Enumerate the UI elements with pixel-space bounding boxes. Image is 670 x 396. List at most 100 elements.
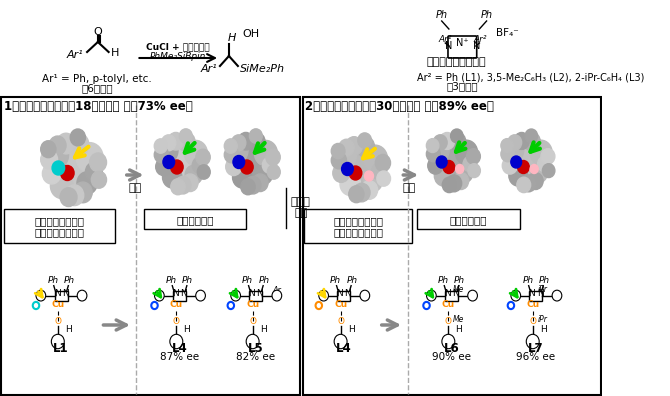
Text: L5: L5 bbox=[248, 342, 264, 355]
Text: N: N bbox=[180, 289, 187, 298]
Circle shape bbox=[528, 173, 543, 190]
Text: L1: L1 bbox=[53, 342, 69, 355]
Circle shape bbox=[52, 161, 64, 175]
Text: 82% ee: 82% ee bbox=[237, 352, 275, 362]
Circle shape bbox=[342, 162, 353, 175]
Circle shape bbox=[360, 290, 370, 301]
Text: Cu: Cu bbox=[442, 300, 455, 309]
Text: SiMe₂Ph: SiMe₂Ph bbox=[240, 64, 285, 74]
Circle shape bbox=[427, 157, 443, 174]
FancyBboxPatch shape bbox=[173, 291, 186, 301]
Circle shape bbox=[319, 290, 328, 301]
FancyBboxPatch shape bbox=[448, 36, 477, 58]
Text: N: N bbox=[54, 289, 60, 298]
Circle shape bbox=[77, 172, 97, 194]
Text: （3種類）: （3種類） bbox=[446, 81, 478, 91]
Text: Ph: Ph bbox=[539, 276, 549, 285]
Text: Ar²: Ar² bbox=[439, 35, 452, 44]
Text: O: O bbox=[54, 316, 62, 326]
Circle shape bbox=[171, 179, 185, 195]
Text: Ph: Ph bbox=[454, 276, 465, 285]
Text: Ph: Ph bbox=[523, 276, 533, 285]
Circle shape bbox=[364, 171, 373, 181]
Circle shape bbox=[514, 146, 542, 176]
Circle shape bbox=[155, 290, 164, 301]
Circle shape bbox=[267, 165, 280, 179]
Circle shape bbox=[511, 156, 522, 168]
Circle shape bbox=[154, 139, 168, 153]
Circle shape bbox=[530, 140, 552, 165]
Text: 設計: 設計 bbox=[128, 183, 141, 193]
Circle shape bbox=[248, 132, 265, 152]
FancyBboxPatch shape bbox=[54, 291, 68, 301]
Circle shape bbox=[468, 164, 480, 177]
Circle shape bbox=[233, 156, 245, 169]
Circle shape bbox=[86, 162, 103, 181]
Text: L6: L6 bbox=[444, 342, 460, 355]
Circle shape bbox=[514, 133, 529, 149]
Text: Cu: Cu bbox=[170, 300, 183, 309]
Circle shape bbox=[57, 149, 90, 187]
Circle shape bbox=[456, 164, 473, 183]
Text: N: N bbox=[249, 289, 255, 298]
Text: Cu: Cu bbox=[526, 300, 539, 309]
Circle shape bbox=[456, 164, 464, 173]
FancyBboxPatch shape bbox=[249, 291, 263, 301]
Text: （訓練データ内）: （訓練データ内） bbox=[34, 227, 84, 237]
Circle shape bbox=[331, 152, 346, 169]
Circle shape bbox=[363, 145, 387, 172]
Circle shape bbox=[255, 141, 277, 166]
Circle shape bbox=[346, 151, 376, 185]
Circle shape bbox=[185, 165, 202, 185]
Circle shape bbox=[503, 139, 524, 162]
Text: N: N bbox=[445, 41, 452, 51]
Text: H: H bbox=[348, 325, 354, 333]
Circle shape bbox=[501, 147, 515, 162]
Circle shape bbox=[49, 136, 66, 155]
Circle shape bbox=[196, 290, 206, 301]
Text: Ph: Ph bbox=[64, 276, 74, 285]
FancyBboxPatch shape bbox=[337, 291, 350, 301]
Circle shape bbox=[426, 147, 440, 162]
Circle shape bbox=[331, 143, 345, 159]
Circle shape bbox=[245, 176, 261, 194]
Text: OH: OH bbox=[243, 29, 259, 39]
Circle shape bbox=[178, 132, 195, 152]
Circle shape bbox=[456, 140, 478, 165]
Circle shape bbox=[442, 334, 455, 349]
Circle shape bbox=[440, 146, 467, 176]
Text: N: N bbox=[529, 289, 535, 298]
Text: BF₄⁻: BF₄⁻ bbox=[496, 28, 519, 38]
Circle shape bbox=[454, 173, 468, 190]
Circle shape bbox=[358, 133, 372, 148]
Circle shape bbox=[463, 156, 477, 172]
Text: Ar¹: Ar¹ bbox=[67, 50, 84, 60]
Circle shape bbox=[552, 290, 562, 301]
Circle shape bbox=[226, 139, 248, 163]
Circle shape bbox=[266, 149, 280, 165]
Circle shape bbox=[356, 137, 375, 157]
Circle shape bbox=[57, 133, 75, 154]
Circle shape bbox=[226, 158, 241, 175]
Circle shape bbox=[468, 290, 478, 301]
Circle shape bbox=[340, 173, 360, 196]
Text: O: O bbox=[529, 316, 536, 326]
Text: L4: L4 bbox=[172, 342, 188, 355]
Circle shape bbox=[521, 175, 536, 192]
Text: H: H bbox=[111, 48, 119, 58]
Circle shape bbox=[334, 143, 356, 169]
Text: 87% ee: 87% ee bbox=[160, 352, 199, 362]
FancyBboxPatch shape bbox=[445, 291, 458, 301]
Circle shape bbox=[466, 148, 480, 164]
Circle shape bbox=[246, 334, 259, 349]
Text: 設計: 設計 bbox=[403, 183, 416, 193]
Text: H: H bbox=[184, 325, 190, 333]
Text: H: H bbox=[456, 325, 462, 333]
Text: H: H bbox=[540, 325, 547, 333]
Circle shape bbox=[238, 146, 267, 178]
Circle shape bbox=[436, 156, 447, 168]
Text: 設計した分子: 設計した分子 bbox=[450, 215, 487, 225]
Circle shape bbox=[541, 148, 555, 164]
Circle shape bbox=[537, 156, 551, 172]
Text: N: N bbox=[257, 289, 263, 298]
